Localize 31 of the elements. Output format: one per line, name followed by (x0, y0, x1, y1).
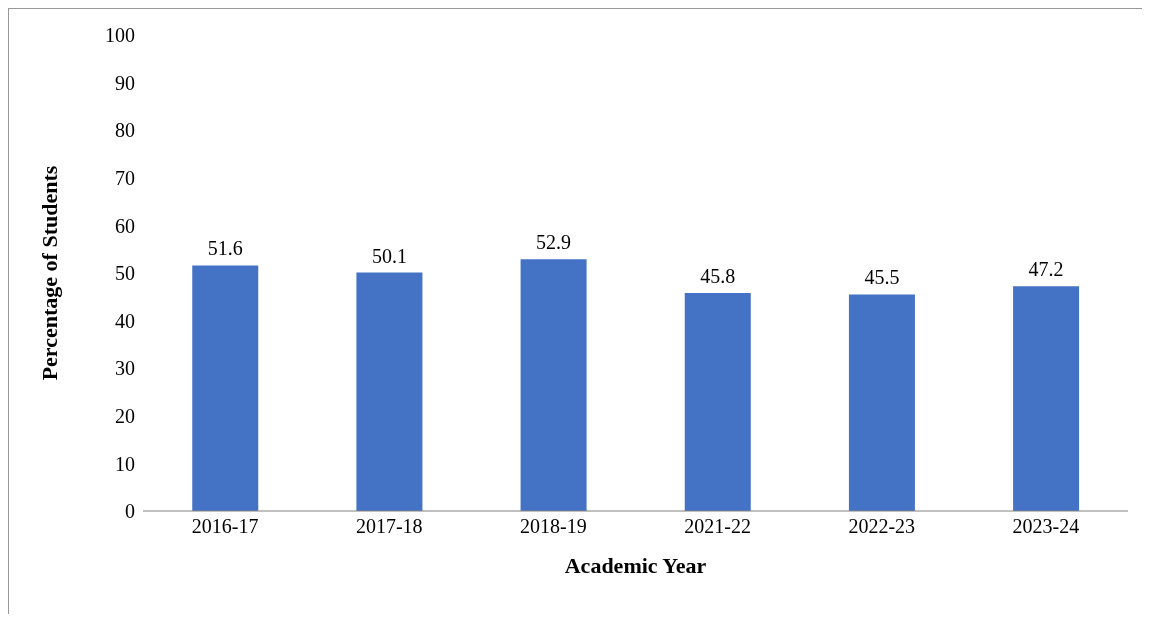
x-tick-label: 2016-17 (191, 515, 259, 538)
y-tick-label: 60 (115, 214, 135, 237)
x-axis-title: Academic Year (564, 553, 707, 578)
data-label: 45.5 (864, 266, 900, 289)
data-label: 51.6 (207, 237, 243, 260)
x-tick-label: 2018-19 (520, 515, 587, 538)
data-label: 50.1 (371, 244, 407, 267)
bar (520, 259, 587, 511)
y-tick-label: 80 (115, 119, 135, 142)
x-tick-label: 2023-24 (1012, 515, 1080, 538)
x-tick-label: 2022-23 (848, 515, 916, 538)
y-tick-label: 90 (115, 71, 135, 94)
x-tick-label: 2021-22 (684, 515, 751, 538)
data-label: 45.8 (700, 264, 736, 287)
bar (356, 272, 423, 511)
bar (1013, 286, 1080, 511)
bar (848, 294, 915, 511)
y-tick-label: 70 (115, 166, 135, 189)
bar (192, 265, 259, 511)
y-tick-label: 30 (115, 357, 135, 380)
y-tick-label: 100 (105, 24, 135, 47)
y-tick-label: 20 (115, 404, 135, 427)
y-tick-label: 40 (115, 309, 135, 332)
y-axis-title: Percentage of Students (36, 165, 62, 381)
x-tick-label: 2017-18 (355, 515, 423, 538)
y-tick-label: 0 (125, 500, 135, 523)
data-label: 52.9 (536, 231, 572, 254)
data-label: 47.2 (1028, 258, 1064, 281)
y-tick-label: 10 (115, 452, 135, 475)
bar (684, 292, 751, 511)
y-tick-label: 50 (115, 262, 135, 285)
